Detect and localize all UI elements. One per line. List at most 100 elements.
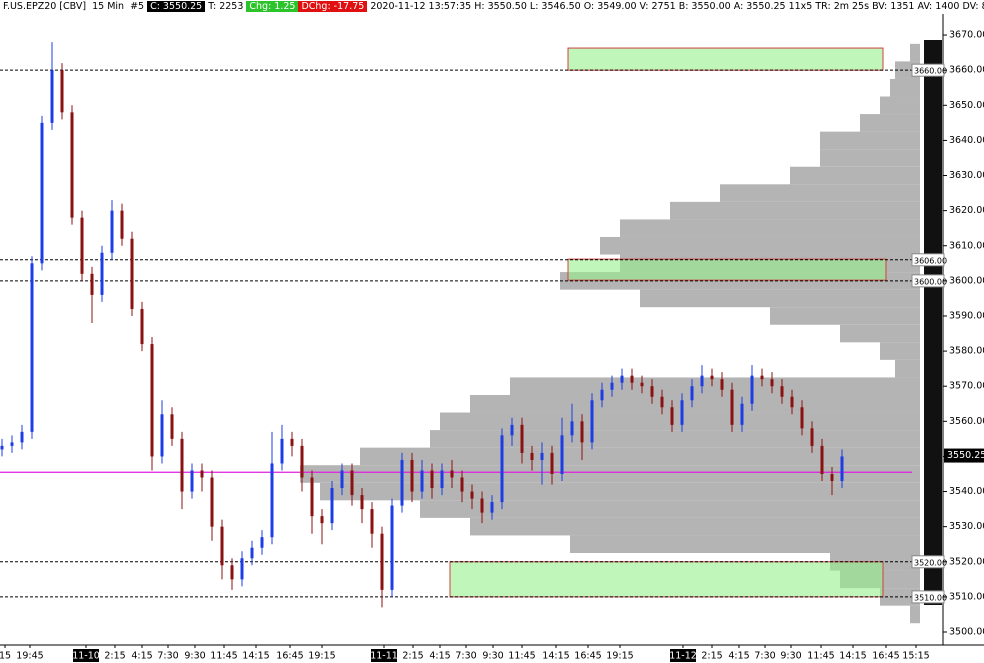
candle-body (480, 498, 484, 513)
candle-body (210, 477, 214, 527)
x-tick-label: 14:15 (242, 651, 269, 662)
profile-bar (320, 482, 920, 501)
ticks: T: 2253 (208, 1, 244, 12)
volume-column (924, 40, 942, 605)
y-tick-label: 3660.00 (949, 65, 984, 76)
x-tick-label: 16:45 (276, 651, 303, 662)
candle-body (520, 424, 524, 453)
candle-body (790, 396, 794, 408)
candle-body (370, 509, 374, 534)
profile-bar (620, 219, 920, 237)
x-tick-label: 2:15 (402, 651, 423, 662)
date-label-bg (670, 649, 696, 662)
y-tick-label: 3560.00 (949, 416, 984, 427)
x-tick-label: 19:15 (606, 651, 633, 662)
x-tick-label: 11:45 (508, 651, 535, 662)
candle-body (320, 516, 324, 524)
candle-body (270, 463, 274, 538)
candle-body (500, 435, 504, 503)
candle-body (190, 470, 194, 492)
x-tick-label: 9:30 (780, 651, 801, 662)
level-label: 3600.00 (914, 277, 947, 286)
profile-bar (510, 377, 920, 395)
candle-body (90, 273, 94, 295)
candle-body (260, 537, 264, 548)
candle-body (560, 435, 564, 474)
candle-body (440, 470, 444, 489)
candle-body (310, 477, 314, 517)
x-tick-label: 9:30 (482, 651, 503, 662)
candle-body (760, 375, 764, 380)
zone (567, 258, 887, 281)
y-tick-label: 3520.00 (949, 556, 984, 567)
candle-body (690, 386, 694, 401)
candle-body (460, 477, 464, 492)
x-tick-label: 11:45 (210, 651, 237, 662)
interval: 15 Min (92, 1, 125, 12)
candle-body (700, 375, 704, 387)
profile-bar (910, 605, 920, 624)
x-tick-label: 19:45 (16, 651, 43, 662)
candle-body (770, 379, 774, 387)
candle-body (630, 375, 634, 383)
candle-body (810, 428, 814, 446)
candle-body (160, 414, 164, 457)
x-tick-label: 11:45 (807, 651, 834, 662)
zone (449, 561, 884, 598)
candle-body (640, 382, 644, 387)
profile-bar (790, 166, 920, 185)
candle-body (280, 438, 284, 464)
level-label: 3660.00 (914, 67, 947, 76)
candle-body (40, 122, 44, 264)
candle-body (120, 210, 124, 239)
candle-body (20, 431, 24, 443)
profile-bar (300, 465, 920, 483)
candle-body (430, 470, 434, 489)
candle-body (420, 470, 424, 492)
bar-number: #5 (130, 1, 145, 12)
candle-body (50, 70, 54, 123)
candle-body (240, 558, 244, 580)
x-tick-label: 14:15 (542, 651, 569, 662)
candle-body (650, 386, 654, 397)
candle-body (800, 407, 804, 429)
level-label-bg (911, 253, 945, 267)
y-tick-label: 3630.00 (949, 170, 984, 181)
candle-body (290, 438, 294, 446)
candle-body (590, 400, 594, 443)
header-bar: F.US.EPZ20 [CBV] 15 Min #5 C: 3550.25 T: 225… (0, 0, 984, 14)
candle-body (670, 407, 674, 425)
symbol: F.US.EPZ20 [CBV] (3, 1, 87, 12)
level-label: 3606.00 (914, 256, 947, 265)
candle-body (390, 505, 394, 590)
candle-body (140, 308, 144, 345)
candle-body (470, 491, 474, 499)
candle-body (170, 414, 174, 439)
candle-body (600, 389, 604, 401)
profile-bar (600, 236, 920, 255)
y-tick-label: 3670.00 (949, 30, 984, 41)
y-tick-label: 3600.00 (949, 275, 984, 286)
candle-body (340, 470, 344, 489)
candle-body (200, 470, 204, 478)
candle-body (110, 210, 114, 253)
close: C: 3550.25 (147, 1, 206, 12)
candle-body (250, 547, 254, 559)
candle-body (400, 459, 404, 506)
change: Chg: 1.25 (246, 1, 299, 12)
x-tick-label: 7:30 (754, 651, 775, 662)
candle-body (730, 389, 734, 425)
x-tick-label: 7:30 (157, 651, 178, 662)
profile-bar (440, 412, 920, 431)
y-tick-label: 3590.00 (949, 310, 984, 321)
profile-bar (470, 517, 920, 536)
profile-bar (770, 307, 920, 325)
candle-body (130, 238, 134, 309)
profile-bar (360, 447, 920, 466)
x-tick-label: 4:15 (429, 651, 450, 662)
x-tick-label: 16:45 (574, 651, 601, 662)
candle-body (840, 456, 844, 482)
candle-body (720, 379, 724, 390)
